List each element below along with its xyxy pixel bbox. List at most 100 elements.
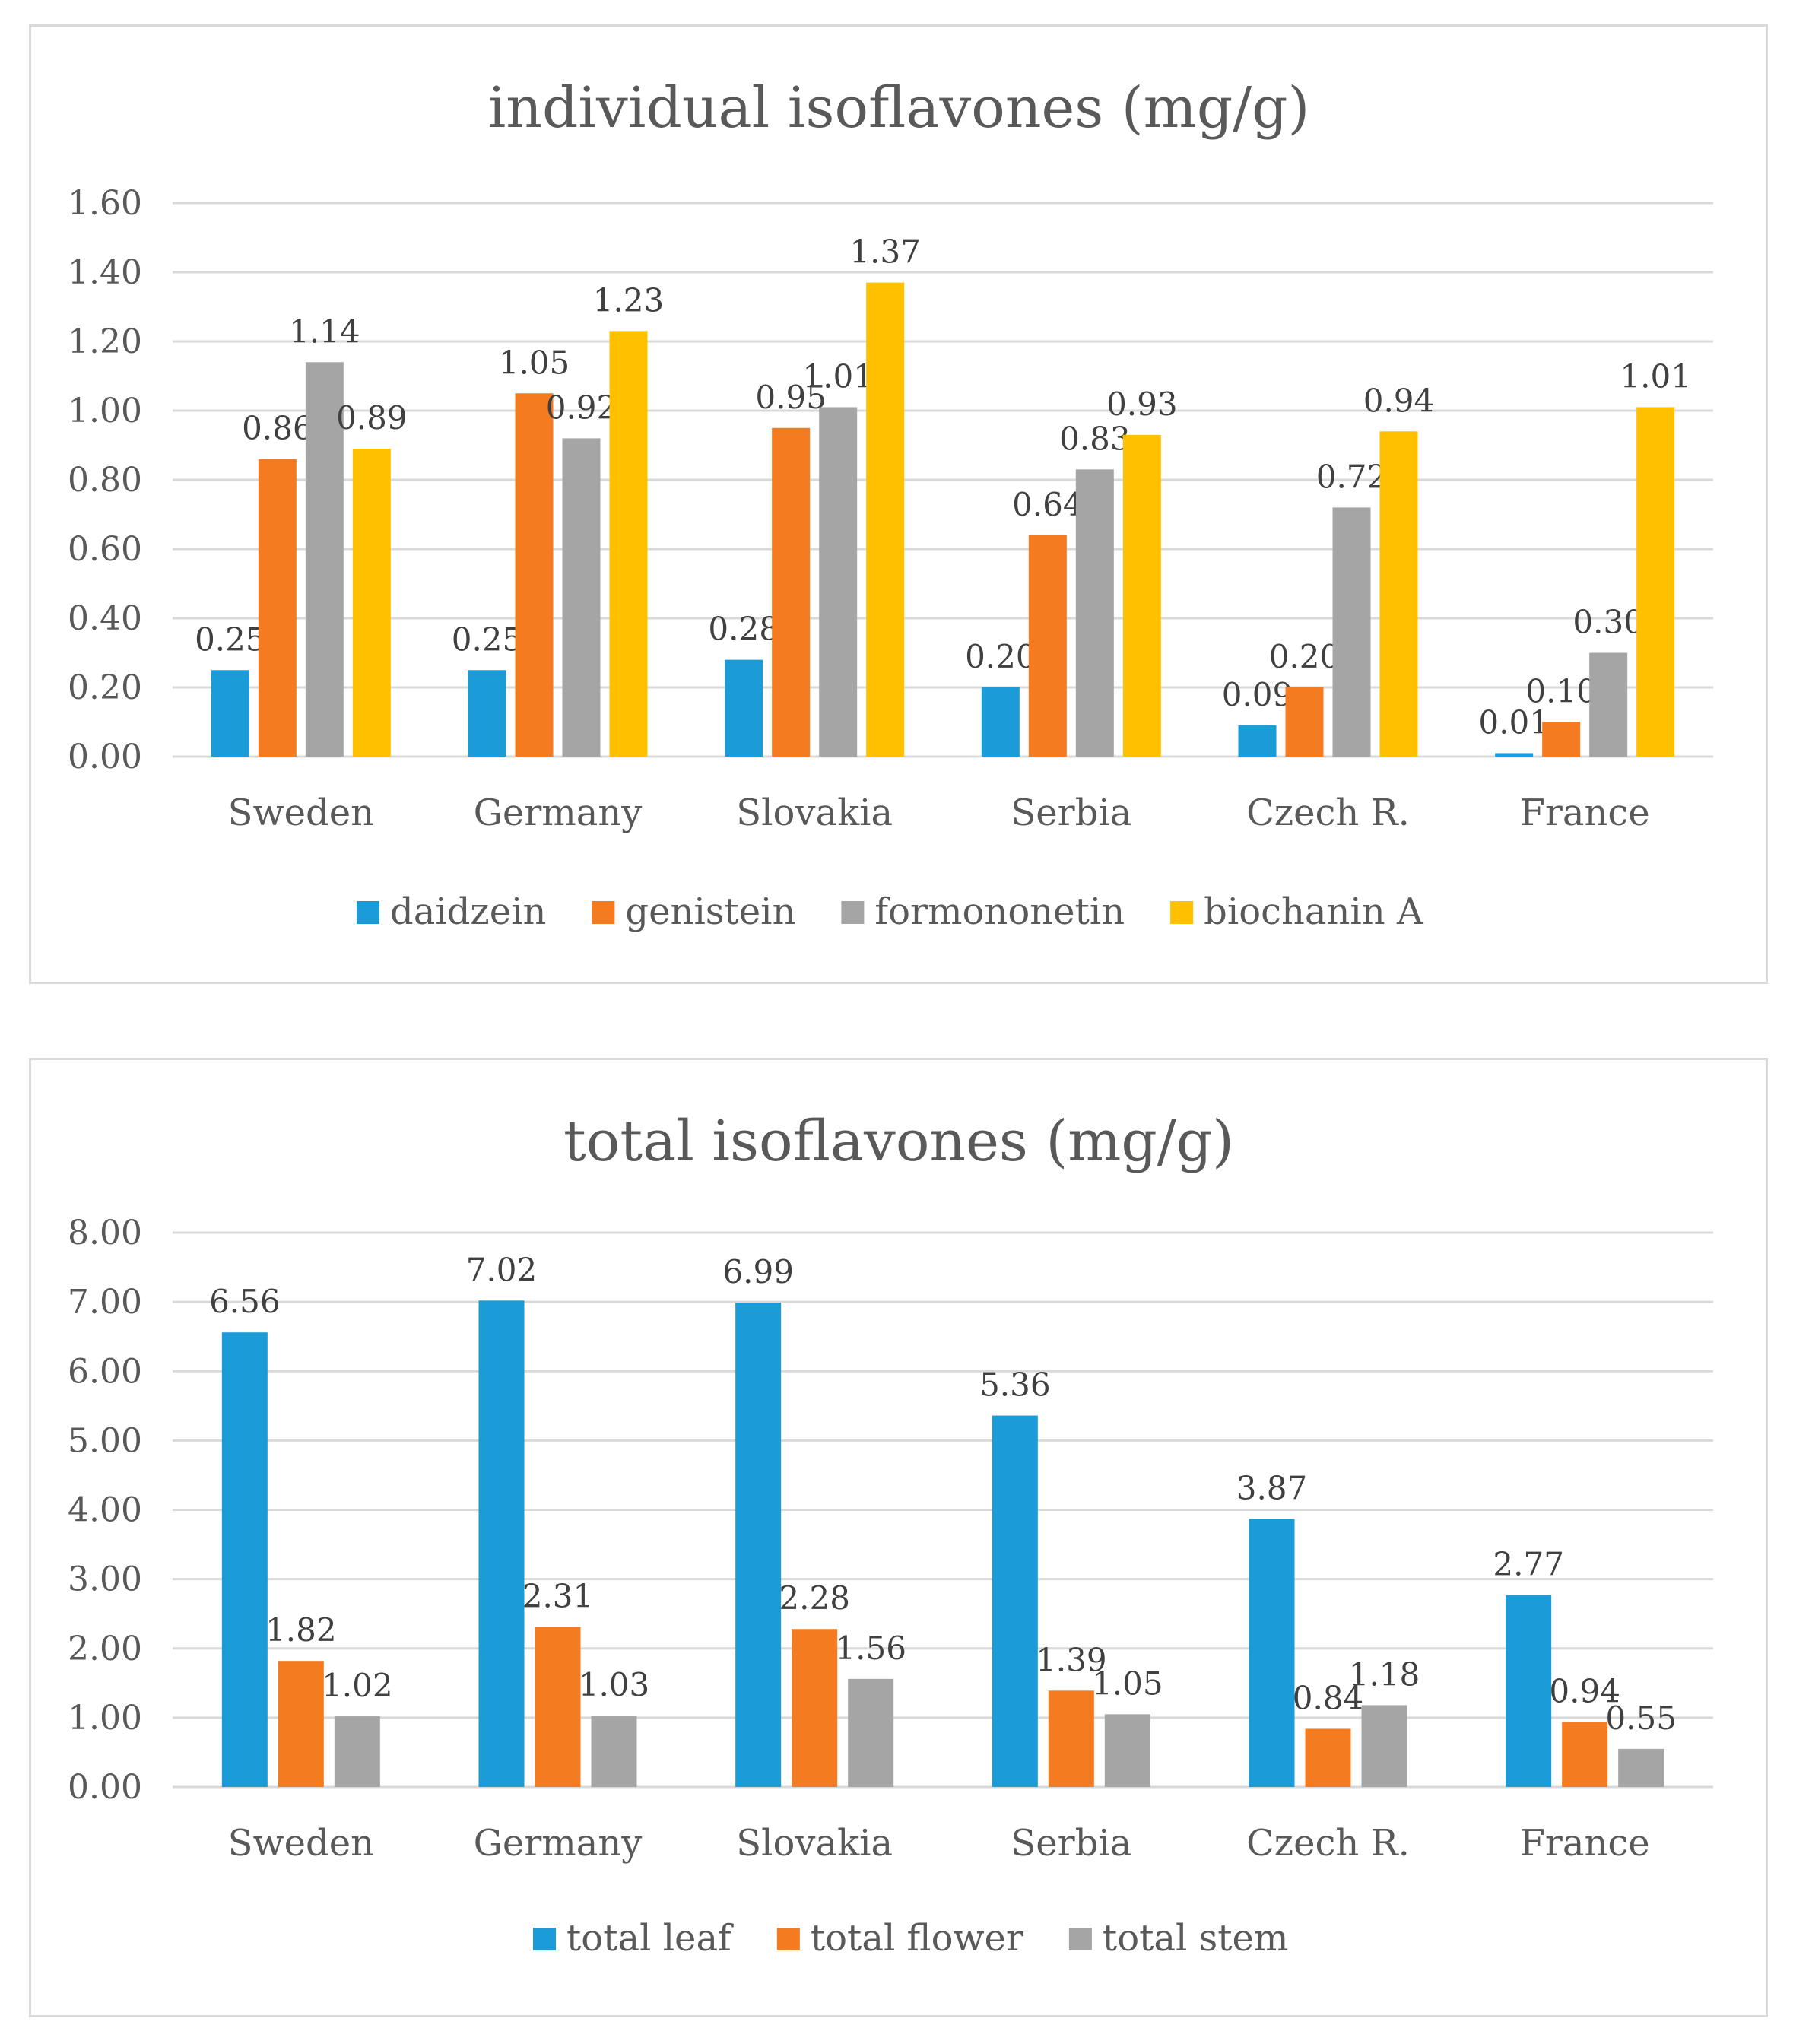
bar-total-stem [1104, 1714, 1150, 1787]
legend-label: total flower [811, 1917, 1023, 1960]
chart-title: individual isoflavones (mg/g) [488, 75, 1310, 141]
chart-title: total isoflavones (mg/g) [563, 1109, 1234, 1174]
legend-swatch [776, 1928, 800, 1950]
x-tick-label: Czech R. [1246, 1822, 1410, 1865]
data-label: 0.94 [1549, 1672, 1620, 1709]
data-label: 0.72 [1316, 458, 1388, 495]
data-label: 1.05 [499, 344, 570, 381]
legend-label: biochanin A [1204, 890, 1424, 933]
data-label: 0.83 [1059, 420, 1131, 457]
y-tick-label: 0.40 [68, 599, 142, 638]
bar-daidzein [725, 659, 763, 757]
bar-total-flower [1305, 1728, 1351, 1787]
bar-biochanin-a [1636, 407, 1675, 757]
bar-genistein [1285, 687, 1324, 757]
bar-biochanin-a [1122, 434, 1161, 757]
data-label: 0.55 [1605, 1700, 1677, 1737]
data-label: 0.64 [1012, 486, 1084, 523]
legend-swatch [841, 901, 865, 924]
bar-formononetin [562, 438, 601, 757]
y-tick-label: 1.20 [68, 322, 142, 361]
x-tick-label: Slovakia [736, 1822, 893, 1865]
legend-swatch [533, 1928, 556, 1950]
data-label: 2.77 [1493, 1546, 1564, 1583]
bar-total-leaf [221, 1332, 268, 1787]
x-tick-label: Serbia [1011, 792, 1131, 834]
bar-daidzein [211, 670, 249, 757]
data-label: 2.31 [522, 1578, 594, 1615]
bar-biochanin-a [609, 331, 648, 757]
bar-total-leaf [478, 1300, 525, 1787]
y-tick-label: 2.00 [68, 1630, 142, 1668]
bar-genistein [1028, 535, 1067, 757]
y-tick-label: 1.40 [68, 253, 142, 292]
legend-label: total stem [1103, 1917, 1289, 1960]
bar-daidzein [468, 670, 506, 757]
data-label: 0.20 [1269, 638, 1341, 675]
data-label: 0.20 [965, 638, 1036, 675]
x-tick-label: Sweden [228, 792, 374, 834]
bar-total-stem [591, 1716, 637, 1787]
x-tick-label: Serbia [1011, 1822, 1131, 1865]
legend-swatch [592, 901, 615, 924]
bar-biochanin-a [866, 282, 905, 757]
data-label: 1.02 [322, 1667, 393, 1704]
legend-swatch [357, 901, 379, 924]
y-tick-label: 0.00 [68, 1768, 142, 1807]
data-label: 0.25 [195, 620, 266, 658]
bar-daidzein [1238, 725, 1277, 757]
y-tick-label: 8.00 [68, 1214, 142, 1252]
legend-label: total leaf [566, 1917, 734, 1960]
y-tick-label: 3.00 [68, 1560, 142, 1599]
individual-isoflavones-plot: individual isoflavones (mg/g) 0.000.200.… [68, 75, 1713, 933]
data-label: 0.92 [546, 389, 617, 426]
data-label: 0.01 [1478, 703, 1550, 741]
data-label: 0.93 [1106, 386, 1178, 423]
data-label: 1.05 [1092, 1665, 1163, 1702]
x-tick-label: France [1520, 1822, 1650, 1865]
data-label: 0.89 [336, 399, 408, 436]
data-label: 1.82 [265, 1611, 337, 1649]
bar-genistein [772, 427, 811, 757]
y-tick-label: 1.60 [68, 184, 142, 223]
legend-label: daidzein [390, 890, 546, 933]
data-label: 7.02 [466, 1251, 538, 1288]
bar-total-leaf [992, 1415, 1038, 1787]
data-label: 1.37 [849, 233, 921, 271]
individual-isoflavones-chart: individual isoflavones (mg/g) 0.00 0.20 0.… [29, 24, 1768, 984]
x-tick-label: France [1520, 792, 1650, 834]
data-label: 3.87 [1236, 1469, 1308, 1506]
data-label: 0.28 [708, 611, 779, 648]
legend-swatch [1068, 1928, 1092, 1950]
bar-formononetin [1075, 469, 1114, 757]
bar-biochanin-a [1379, 431, 1418, 757]
bar-total-flower [535, 1627, 581, 1787]
bar-biochanin-a [352, 449, 391, 757]
bar-formononetin [1589, 652, 1628, 757]
data-label: 1.56 [835, 1630, 906, 1667]
bar-total-leaf [1506, 1595, 1552, 1787]
bar-genistein [1542, 722, 1581, 757]
data-label: 6.56 [209, 1283, 281, 1320]
data-label: 0.09 [1222, 676, 1293, 713]
total-isoflavones-chart: total isoflavones (mg/g) 0.00 1.00 2.00 3.0… [29, 1058, 1768, 2017]
data-label: 0.25 [452, 620, 523, 658]
legend-swatch [1170, 901, 1194, 924]
bar-formononetin [305, 362, 344, 757]
bar-genistein [258, 459, 297, 757]
y-tick-label: 1.00 [68, 392, 142, 430]
y-tick-label: 7.00 [68, 1283, 142, 1322]
bar-daidzein [1495, 753, 1534, 757]
data-label: 6.99 [722, 1253, 794, 1290]
bar-total-leaf [735, 1303, 782, 1787]
y-tick-label: 6.00 [68, 1352, 142, 1391]
bar-total-stem [1618, 1748, 1664, 1787]
bar-total-flower [1048, 1690, 1094, 1787]
bar-formononetin [1332, 507, 1371, 757]
data-label: 1.03 [579, 1666, 650, 1703]
y-tick-label: 4.00 [68, 1491, 142, 1530]
data-label: 0.84 [1293, 1679, 1364, 1716]
bar-daidzein [981, 687, 1020, 757]
data-label: 1.18 [1349, 1655, 1420, 1693]
bar-total-stem [848, 1678, 894, 1787]
